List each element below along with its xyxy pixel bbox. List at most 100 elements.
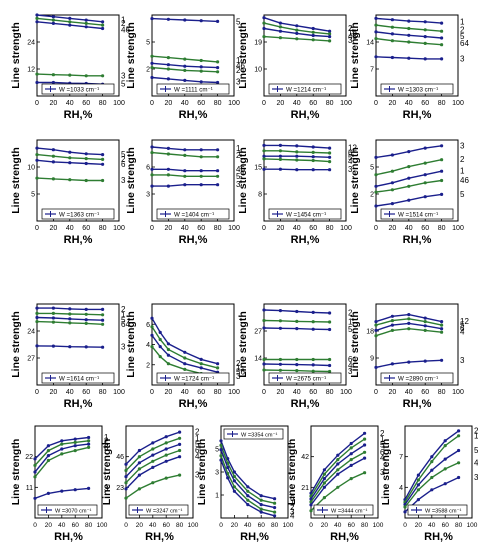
data-point <box>246 503 250 507</box>
data-point <box>60 452 64 456</box>
data-point <box>101 345 105 349</box>
y-axis-title: Line strength <box>349 147 361 214</box>
data-point <box>183 183 187 187</box>
x-axis-title: RH,% <box>403 234 432 246</box>
x-tick-label: 20 <box>389 100 397 107</box>
data-point <box>322 496 326 500</box>
x-tick-label: 40 <box>293 389 301 396</box>
data-point <box>158 355 162 359</box>
series-label: 64 <box>121 320 130 329</box>
series-label: 2 <box>236 66 241 75</box>
legend-box <box>223 428 284 440</box>
series-label: 3 <box>460 356 465 365</box>
series-label: 2 <box>236 151 241 160</box>
data-point <box>407 321 411 325</box>
data-point <box>219 443 223 447</box>
y-axis-title: Line strength <box>349 311 361 378</box>
data-point <box>390 319 394 323</box>
data-point <box>151 447 155 451</box>
x-tick-label: 100 <box>467 522 478 529</box>
y-axis-title: Line strength <box>10 439 22 506</box>
plot-frame <box>375 139 459 222</box>
series-label: 3 <box>348 165 353 174</box>
x-tick-label: 40 <box>66 389 74 396</box>
data-point <box>262 362 266 366</box>
data-point <box>328 32 332 36</box>
data-point <box>68 321 72 325</box>
data-point <box>183 68 187 72</box>
data-point <box>137 467 141 471</box>
data-point <box>178 455 182 459</box>
data-point <box>51 154 56 158</box>
data-point <box>166 173 170 177</box>
data-point <box>164 476 168 480</box>
series-label: 2 <box>460 155 465 164</box>
data-point <box>273 501 277 505</box>
data-point <box>158 345 162 349</box>
legend-label: W =3354 cm⁻¹ <box>241 433 278 439</box>
series-label: 3 <box>290 508 295 517</box>
x-tick-label: 100 <box>228 100 240 107</box>
series-label: 6 <box>121 160 126 169</box>
data-point <box>440 29 444 33</box>
data-point <box>430 460 434 464</box>
data-point <box>295 158 299 162</box>
legend-box <box>41 372 115 384</box>
x-tick-label: 40 <box>405 100 413 107</box>
legend-box <box>128 504 189 516</box>
y-tick-label: 24 <box>27 329 35 336</box>
data-point <box>440 43 444 47</box>
data-point <box>407 56 411 60</box>
x-tick-label: 40 <box>149 522 157 529</box>
data-point <box>278 326 282 330</box>
plot-frame <box>36 14 120 97</box>
legend-label: W =1303 cm⁻¹ <box>398 87 438 94</box>
data-point <box>262 149 266 153</box>
data-point <box>423 316 427 320</box>
data-point <box>216 183 220 187</box>
series-label: 3 <box>380 468 385 477</box>
data-point <box>199 169 203 173</box>
data-point <box>328 160 332 164</box>
data-point <box>322 468 326 472</box>
data-point <box>246 489 250 493</box>
data-point <box>336 472 340 476</box>
data-point <box>374 30 378 34</box>
data-point <box>166 342 170 346</box>
x-tick-label: 80 <box>438 389 446 396</box>
series-label: 2 <box>460 25 465 34</box>
data-point <box>51 73 56 77</box>
data-point <box>390 18 394 22</box>
data-point <box>262 357 266 362</box>
data-point <box>166 17 170 21</box>
data-point <box>407 198 411 202</box>
data-point <box>232 489 236 493</box>
x-tick-label: 0 <box>262 389 266 396</box>
data-point <box>183 78 187 82</box>
series-label: 4 <box>290 511 295 520</box>
data-point <box>278 154 282 158</box>
data-point <box>84 307 88 311</box>
data-point <box>311 33 315 38</box>
data-point <box>390 153 394 157</box>
data-point <box>374 323 378 327</box>
data-point <box>407 150 411 154</box>
series-label: 1 <box>290 499 295 508</box>
data-point <box>164 459 168 463</box>
data-point <box>51 177 56 181</box>
data-point <box>407 26 411 31</box>
data-point <box>440 21 444 25</box>
data-point <box>216 60 220 64</box>
data-point <box>164 453 168 457</box>
data-point <box>33 475 37 479</box>
data-point <box>278 362 282 366</box>
y-tick-label: 15 <box>254 165 262 172</box>
data-point <box>278 368 282 372</box>
data-point <box>443 444 447 448</box>
data-point <box>440 358 444 362</box>
data-point <box>199 19 203 23</box>
x-axis-title: RH,% <box>291 398 320 410</box>
